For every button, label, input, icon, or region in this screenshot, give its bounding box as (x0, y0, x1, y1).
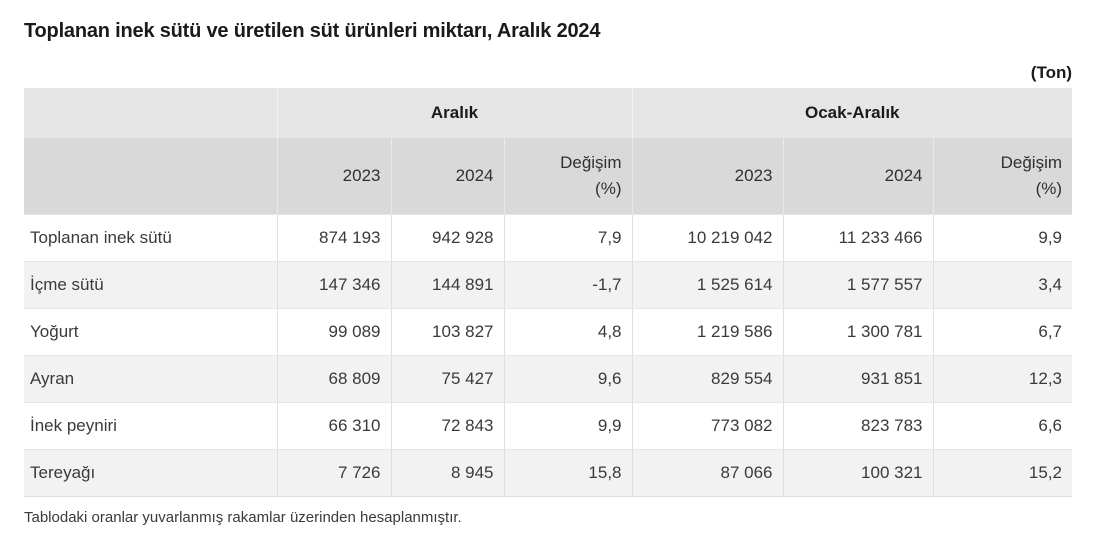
table-body: Toplanan inek sütü 874 193 942 928 7,9 1… (24, 213, 1073, 497)
value-cell: 9,9 (503, 401, 632, 449)
row-label: Ayran (24, 354, 277, 402)
value-cell: 99 089 (276, 307, 391, 355)
col-header-aralik-2024: 2024 (390, 138, 504, 214)
value-cell: 1 300 781 (782, 307, 933, 355)
value-cell: 6,7 (932, 307, 1073, 355)
row-label: İçme sütü (24, 260, 277, 308)
value-cell: 823 783 (782, 401, 933, 449)
page-title: Toplanan inek sütü ve üretilen süt ürünl… (24, 20, 601, 42)
value-cell: 773 082 (631, 401, 783, 449)
value-cell: 942 928 (390, 213, 504, 261)
column-group-row: Aralık Ocak-Aralık (24, 88, 1073, 138)
value-cell: 15,2 (932, 448, 1073, 497)
col-header-ocak-aralik-2024: 2024 (782, 138, 933, 214)
value-cell: 68 809 (276, 354, 391, 402)
value-cell: 147 346 (276, 260, 391, 308)
value-cell: 75 427 (390, 354, 504, 402)
value-cell: 144 891 (390, 260, 504, 308)
table-row-inek-peyniri: İnek peyniri 66 310 72 843 9,9 773 082 8… (24, 401, 1073, 449)
value-cell: 7,9 (503, 213, 632, 261)
value-cell: 1 525 614 (631, 260, 783, 308)
col-header-ocak-aralik-2023: 2023 (631, 138, 783, 214)
table-header: Aralık Ocak-Aralık 2023 2024 Değişim (%)… (24, 88, 1073, 214)
value-cell: 87 066 (631, 448, 783, 497)
row-label: İnek peyniri (24, 401, 277, 449)
value-cell: 12,3 (932, 354, 1073, 402)
col-header-aralik-2023: 2023 (276, 138, 391, 214)
row-label: Yoğurt (24, 307, 277, 355)
value-cell: 9,9 (932, 213, 1073, 261)
value-cell: 66 310 (276, 401, 391, 449)
milk-products-table: Aralık Ocak-Aralık 2023 2024 Değişim (%)… (24, 88, 1073, 497)
table-row-yogurt: Yoğurt 99 089 103 827 4,8 1 219 586 1 30… (24, 307, 1073, 355)
value-cell: 931 851 (782, 354, 933, 402)
column-group-ocak-aralik: Ocak-Aralık (631, 88, 1073, 138)
value-cell: 72 843 (390, 401, 504, 449)
value-cell: 1 219 586 (631, 307, 783, 355)
value-cell: 103 827 (390, 307, 504, 355)
row-label: Toplanan inek sütü (24, 213, 277, 261)
value-cell: 10 219 042 (631, 213, 783, 261)
value-cell: 11 233 466 (782, 213, 933, 261)
corner-cell-sub (24, 138, 277, 214)
value-cell: 874 193 (276, 213, 391, 261)
row-label: Tereyağı (24, 448, 277, 497)
value-cell: 4,8 (503, 307, 632, 355)
value-cell: 3,4 (932, 260, 1073, 308)
value-cell: -1,7 (503, 260, 632, 308)
column-group-aralik: Aralık (276, 88, 632, 138)
table-row-toplanan-inek-sutu: Toplanan inek sütü 874 193 942 928 7,9 1… (24, 213, 1073, 261)
unit-label: (Ton) (1030, 63, 1072, 82)
value-cell: 15,8 (503, 448, 632, 497)
value-cell: 829 554 (631, 354, 783, 402)
table-row-ayran: Ayran 68 809 75 427 9,6 829 554 931 851 … (24, 354, 1073, 402)
corner-cell (24, 88, 277, 138)
value-cell: 9,6 (503, 354, 632, 402)
value-cell: 8 945 (390, 448, 504, 497)
sub-header-row: 2023 2024 Değişim (%) 2023 2024 Değişim … (24, 138, 1073, 214)
value-cell: 6,6 (932, 401, 1073, 449)
value-cell: 7 726 (276, 448, 391, 497)
value-cell: 1 577 557 (782, 260, 933, 308)
footnote: Tablodaki oranlar yuvarlanmış rakamlar ü… (24, 508, 462, 526)
col-header-ocak-aralik-change: Değişim (%) (932, 138, 1073, 214)
col-header-aralik-change: Değişim (%) (503, 138, 632, 214)
value-cell: 100 321 (782, 448, 933, 497)
table-row-icme-sutu: İçme sütü 147 346 144 891 -1,7 1 525 614… (24, 260, 1073, 308)
table-row-tereyagi: Tereyağı 7 726 8 945 15,8 87 066 100 321… (24, 448, 1073, 497)
